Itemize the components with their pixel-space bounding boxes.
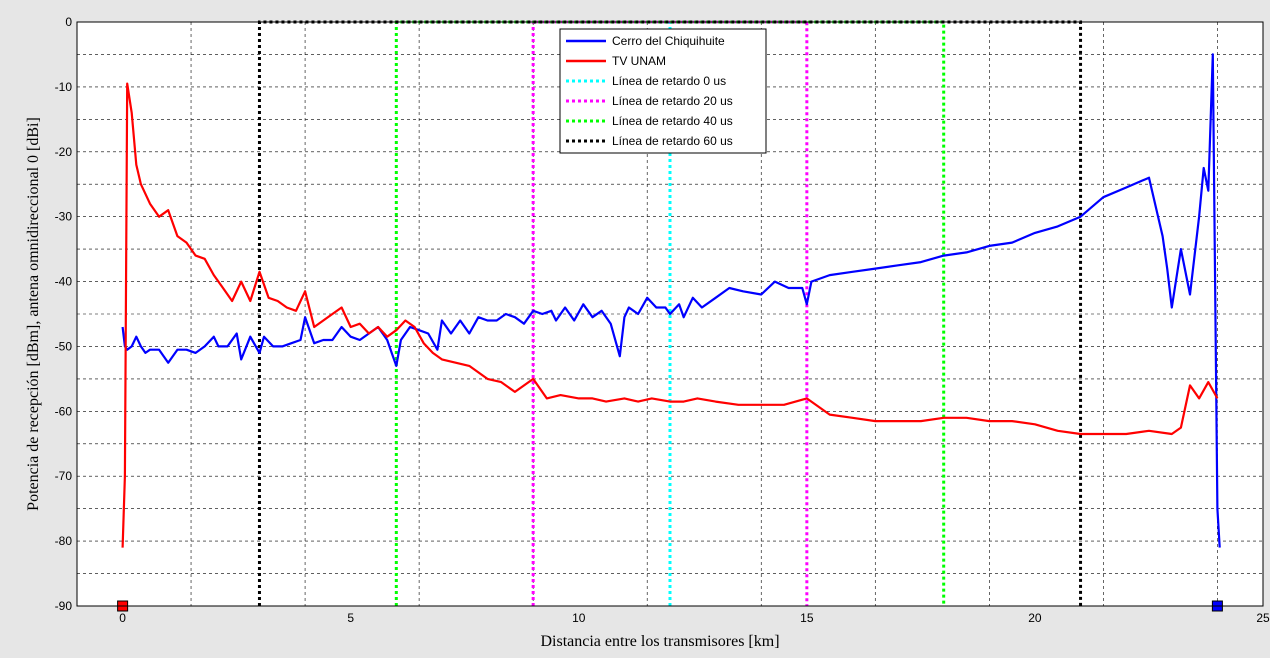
y-tick-label: -80 xyxy=(55,534,73,548)
legend-label-0: Cerro del Chiquihuite xyxy=(612,34,725,48)
delay-line-4 xyxy=(394,20,946,606)
x-tick-label: 0 xyxy=(119,611,126,625)
legend-label-4: Línea de retardo 40 us xyxy=(612,114,733,128)
y-tick-label: -20 xyxy=(55,145,73,159)
x-axis-label: Distancia entre los transmisores [km] xyxy=(540,633,779,650)
y-tick-label: -50 xyxy=(55,339,73,353)
legend-label-2: Línea de retardo 0 us xyxy=(612,74,726,88)
legend: Cerro del Chiquihuite TV UNAM Línea de ret… xyxy=(559,28,767,154)
y-tick-label: -60 xyxy=(55,404,73,418)
y-axis-label: Potencia de recepción [dBm], antena omni… xyxy=(25,117,42,511)
y-tick-label: -30 xyxy=(55,210,73,224)
x-tick-label: 10 xyxy=(572,611,586,625)
series-lines xyxy=(121,53,1221,548)
series-line-0 xyxy=(121,53,1221,548)
x-tick-label: 20 xyxy=(1028,611,1042,625)
y-tick-label: -10 xyxy=(55,80,73,94)
x-ticks: 0 5 10 15 20 25 xyxy=(119,611,1270,625)
y-tick-label: -40 xyxy=(55,275,73,289)
y-tick-label: -70 xyxy=(55,469,73,483)
legend-box xyxy=(559,28,767,154)
plot-border xyxy=(76,21,1264,607)
y-tick-label: 0 xyxy=(65,15,72,29)
x-tick-label: 25 xyxy=(1256,611,1270,625)
x-tick-label: 5 xyxy=(347,611,354,625)
legend-label-5: Línea de retardo 60 us xyxy=(612,134,733,148)
x-tick-label: 15 xyxy=(800,611,814,625)
series-line-1 xyxy=(121,82,1219,548)
legend-label-3: Línea de retardo 20 us xyxy=(612,94,733,108)
y-ticks: 0 -10 -20 -30 -40 -50 -60 -70 -80 -90 xyxy=(55,15,73,613)
legend-label-1: TV UNAM xyxy=(612,54,666,68)
y-tick-label: -90 xyxy=(55,599,73,613)
